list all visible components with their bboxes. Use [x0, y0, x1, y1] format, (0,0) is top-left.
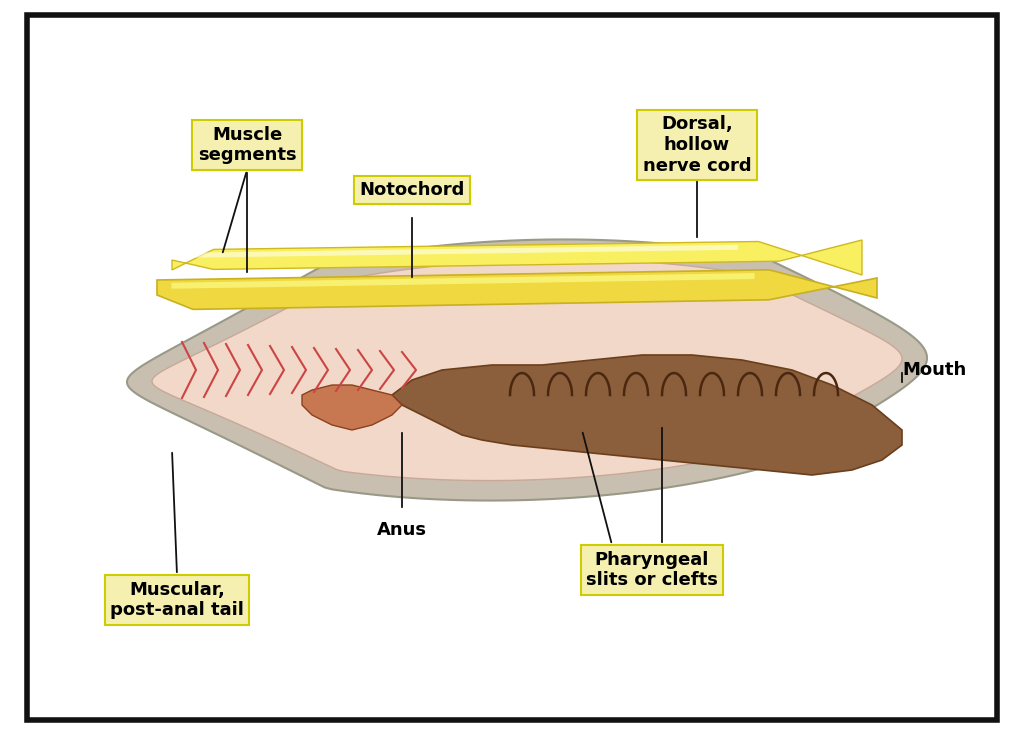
Text: Dorsal,
hollow
nerve cord: Dorsal, hollow nerve cord: [643, 115, 752, 175]
Polygon shape: [302, 385, 402, 430]
Polygon shape: [171, 273, 755, 289]
Polygon shape: [392, 355, 902, 475]
Text: Muscle
segments: Muscle segments: [198, 126, 296, 165]
Text: Anus: Anus: [377, 521, 427, 539]
Text: Muscular,
post-anal tail: Muscular, post-anal tail: [110, 581, 244, 620]
Polygon shape: [193, 245, 738, 258]
Text: Mouth: Mouth: [902, 361, 967, 379]
Polygon shape: [152, 259, 902, 481]
Text: Notochord: Notochord: [359, 181, 465, 199]
Text: Pharyngeal
slits or clefts: Pharyngeal slits or clefts: [586, 551, 718, 589]
Polygon shape: [172, 240, 862, 275]
Polygon shape: [127, 240, 927, 501]
Polygon shape: [157, 270, 877, 309]
